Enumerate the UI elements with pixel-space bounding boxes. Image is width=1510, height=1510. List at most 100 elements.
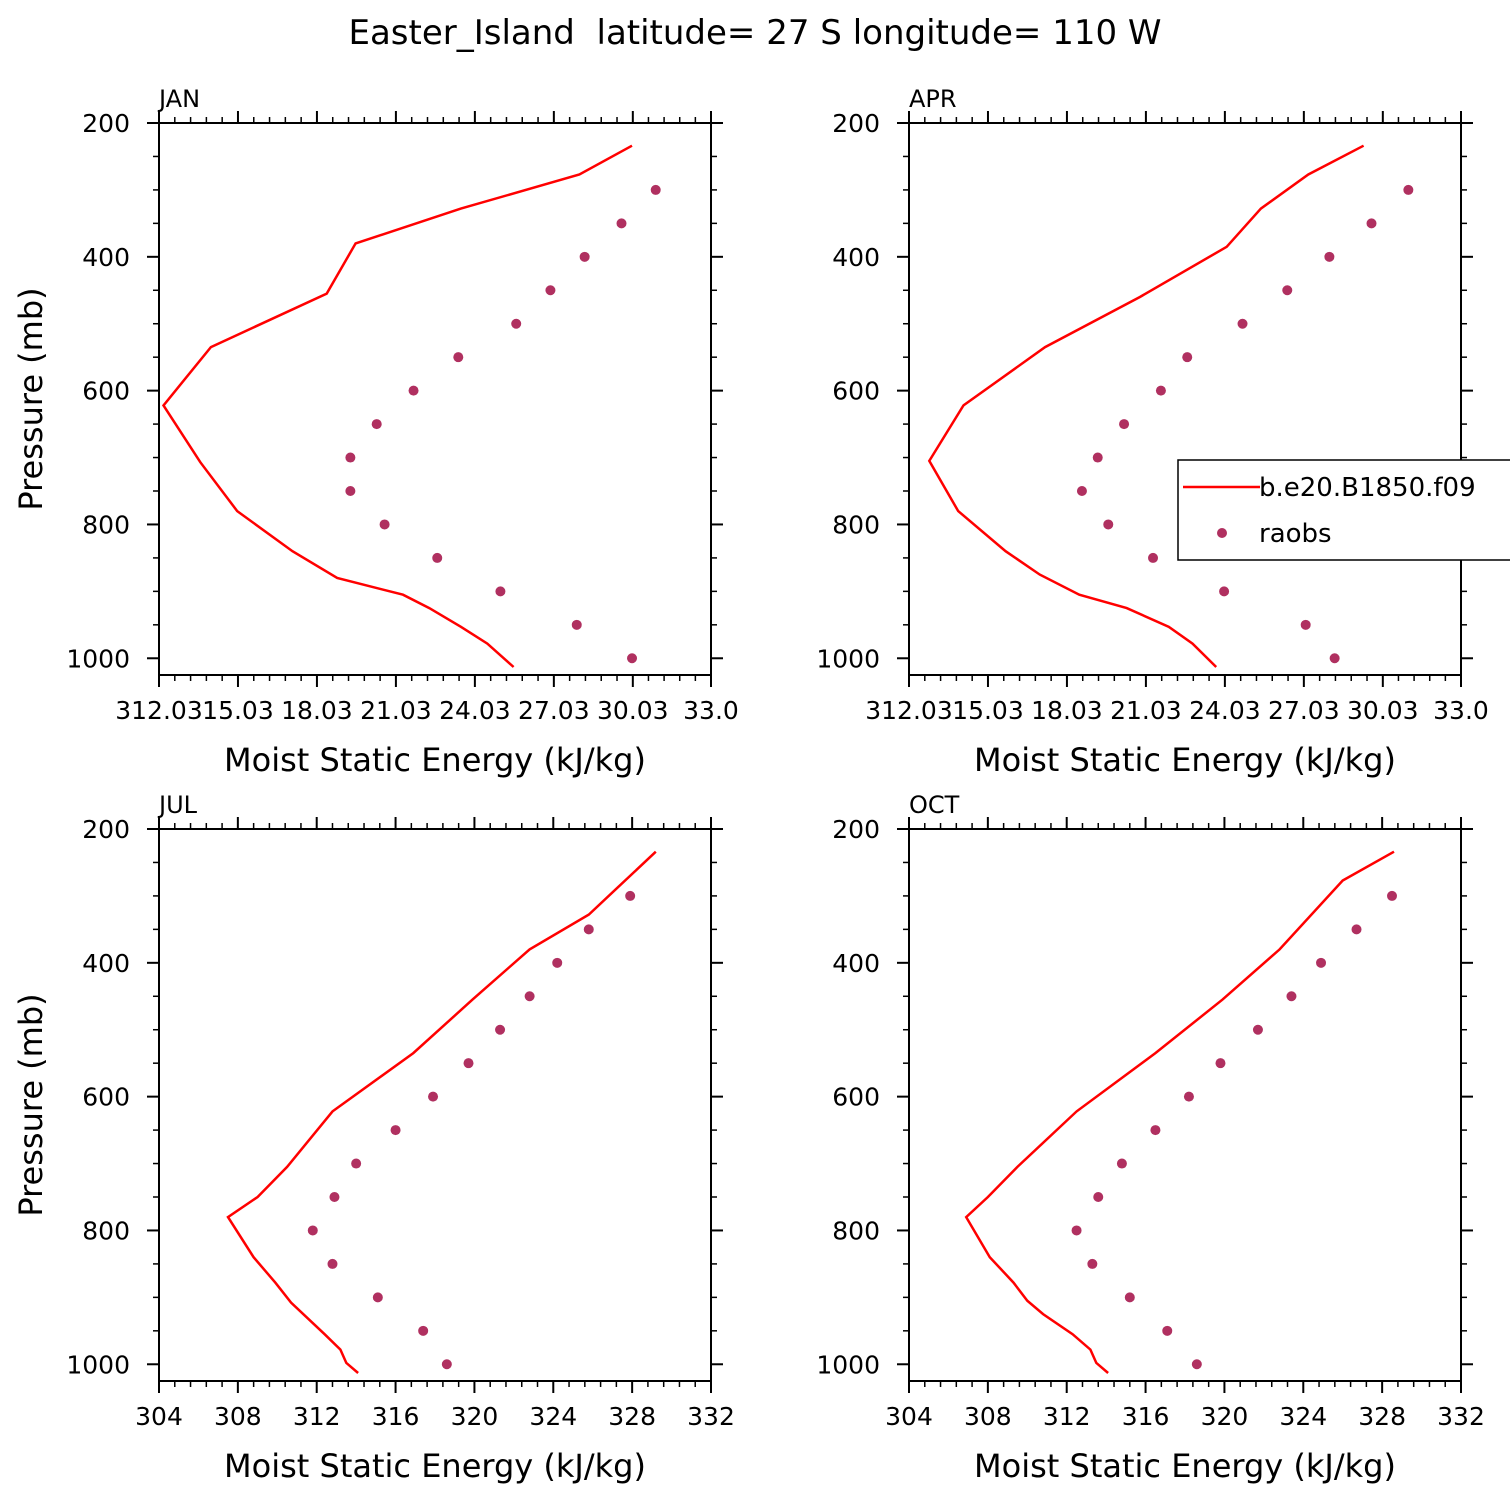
raobs-point: [1124, 1292, 1135, 1303]
y-axis-label: Pressure (mb): [12, 993, 50, 1216]
y-tick-label: 1000: [66, 644, 130, 673]
model-profile-line: [927, 144, 1365, 668]
raobs-point: [571, 619, 582, 630]
raobs-point: [1093, 1192, 1104, 1202]
panel-apr: APR 312.03 15.03 18.03 21.03 24.03 27.03 30.03 3…: [816, 85, 1510, 779]
raobs-point: [1103, 519, 1114, 530]
raobs-point: [371, 419, 382, 430]
panel-title: JUL: [157, 791, 198, 819]
raobs-point: [1215, 1058, 1226, 1069]
y-tick-label: 200: [82, 109, 130, 138]
x-tick-label: 328: [1358, 1402, 1406, 1431]
x-tick-label: 15.03: [202, 696, 274, 725]
x-axis-label: Moist Static Energy (kJ/kg): [974, 1447, 1396, 1485]
raobs-point: [1162, 1325, 1173, 1336]
legend-box: [1177, 459, 1510, 561]
raobs-point: [524, 991, 535, 1002]
raobs-point: [379, 519, 390, 530]
y-tick-label: 800: [832, 510, 880, 539]
raobs-point: [650, 184, 661, 195]
raobs-point: [1387, 890, 1397, 901]
panel-jul: JUL 304 308 312 316 320 324 328 332 200 400 600 800 1…: [12, 791, 735, 1485]
y-tick-label: 400: [832, 243, 880, 272]
y-axis-label: Pressure (mb): [12, 287, 50, 510]
raobs-point: [351, 1158, 362, 1169]
raobs-point: [1324, 251, 1335, 262]
x-tick-label: 332: [1437, 1402, 1485, 1431]
raobs-point: [1092, 452, 1103, 463]
x-tick-label: 21.03: [1110, 696, 1182, 725]
x-tick-label: 332: [687, 1402, 735, 1431]
raobs-point: [432, 552, 443, 563]
raobs-point: [372, 1292, 383, 1303]
raobs-point: [1076, 486, 1087, 496]
x-tick-label: 324: [1279, 1402, 1327, 1431]
raobs-point: [627, 653, 638, 664]
raobs-point: [428, 1091, 439, 1102]
legend: b.e20.B1850.f09 raobs: [1177, 459, 1510, 561]
raobs-point: [345, 486, 356, 496]
raobs-point: [583, 924, 594, 935]
model-profile-line: [226, 850, 657, 1374]
legend-marker-swatch: [1217, 528, 1227, 538]
raobs-point: [1316, 957, 1327, 968]
raobs-point: [1300, 619, 1311, 630]
x-tick-label: 320: [1201, 1402, 1249, 1431]
raobs-point: [495, 1024, 506, 1035]
model-profile-line: [161, 144, 633, 668]
y-tick-label: 600: [832, 1083, 880, 1112]
raobs-point: [1183, 1091, 1194, 1102]
raobs-point: [495, 586, 506, 597]
y-tick-label: 600: [82, 1083, 130, 1112]
x-tick-label: 27.03: [518, 696, 590, 725]
x-tick-label: 24.03: [439, 696, 511, 725]
x-tick-label: 320: [451, 1402, 499, 1431]
legend-model-label: b.e20.B1850.f09: [1259, 473, 1476, 503]
plot-frame: [908, 122, 1462, 676]
raobs-point: [545, 285, 556, 296]
x-tick-label: 312.03: [865, 696, 952, 725]
raobs-point: [390, 1125, 401, 1136]
raobs-point: [441, 1359, 452, 1370]
x-tick-label: 15.03: [952, 696, 1024, 725]
x-tick-label: 304: [885, 1402, 933, 1431]
raobs-point: [552, 957, 563, 968]
raobs-point: [329, 1192, 340, 1202]
raobs-point: [463, 1058, 474, 1069]
x-tick-label: 30.03: [597, 696, 669, 725]
raobs-point: [1116, 1158, 1127, 1169]
raobs-point: [1182, 352, 1193, 363]
panel-title: JAN: [157, 85, 200, 113]
y-tick-label: 600: [82, 377, 130, 406]
y-tick-label: 200: [82, 815, 130, 844]
x-tick-label: 27.03: [1268, 696, 1340, 725]
x-tick-label: 312: [1043, 1402, 1091, 1431]
x-tick-label: 18.03: [281, 696, 353, 725]
y-tick-label: 1000: [816, 1350, 880, 1379]
x-tick-label: 308: [214, 1402, 262, 1431]
x-tick-label: 316: [1122, 1402, 1170, 1431]
x-tick-label: 312: [293, 1402, 341, 1431]
raobs-point: [1087, 1258, 1098, 1269]
y-tick-label: 800: [832, 1216, 880, 1245]
y-tick-label: 600: [832, 377, 880, 406]
raobs-point: [1148, 552, 1159, 563]
raobs-point: [1119, 419, 1130, 430]
raobs-point: [579, 251, 590, 262]
plot-frame: [908, 828, 1462, 1382]
y-tick-label: 1000: [816, 644, 880, 673]
raobs-point: [345, 452, 356, 463]
raobs-point: [1150, 1125, 1161, 1136]
raobs-point: [1252, 1024, 1263, 1035]
x-tick-label: 312.03: [115, 696, 202, 725]
x-tick-label: 33.0: [1433, 696, 1489, 725]
raobs-point: [1237, 318, 1248, 329]
y-tick-label: 200: [832, 109, 880, 138]
raobs-point: [625, 890, 636, 901]
x-tick-label: 328: [608, 1402, 656, 1431]
raobs-point: [453, 352, 464, 363]
x-tick-label: 24.03: [1189, 696, 1261, 725]
x-tick-label: 304: [135, 1402, 183, 1431]
y-tick-label: 1000: [66, 1350, 130, 1379]
x-axis-label: Moist Static Energy (kJ/kg): [974, 741, 1396, 779]
